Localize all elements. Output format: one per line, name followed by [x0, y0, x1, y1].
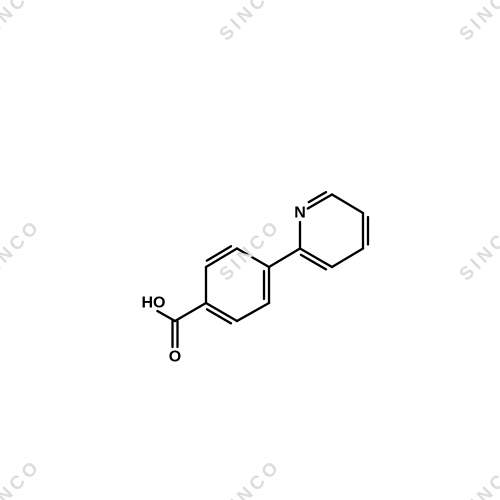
atom-label: O — [169, 349, 181, 366]
bond-line — [237, 303, 269, 321]
atom-label: HO — [142, 295, 166, 312]
canvas: OHON SINCOSINCOSINCOSINCOSINCOSINCOSINCO… — [0, 0, 500, 500]
bond-line — [332, 195, 363, 214]
molecule-diagram: O HO N — [0, 0, 500, 500]
bond-line — [269, 249, 300, 268]
bond-line — [157, 311, 175, 321]
atom-label: N — [294, 205, 306, 222]
bond-line — [237, 249, 269, 268]
bond-line — [332, 249, 363, 268]
bond-line — [175, 303, 206, 321]
